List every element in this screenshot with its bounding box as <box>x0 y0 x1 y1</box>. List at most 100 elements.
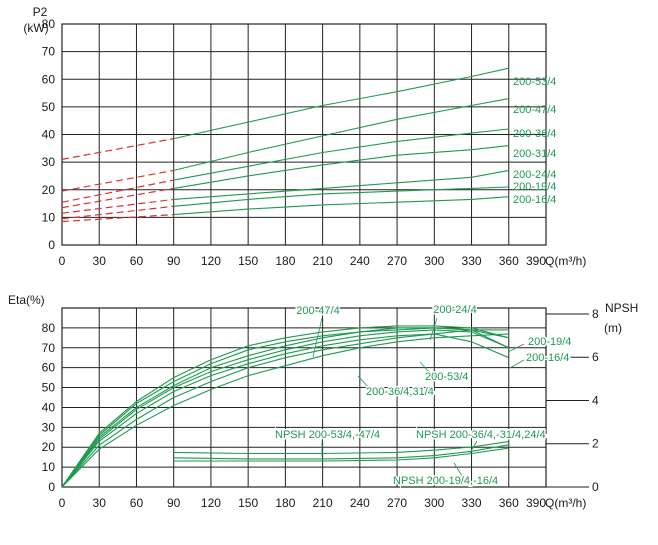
label-leader <box>419 361 431 374</box>
x-tick-label: 240 <box>350 254 370 268</box>
plot-frame <box>61 23 547 246</box>
dashed-curve-200-47/4 <box>61 169 174 192</box>
dashed-curve-200-19/4 <box>61 205 174 220</box>
x-tick-label: 0 <box>59 496 66 510</box>
y-tick-label: 20 <box>42 183 56 197</box>
x-tick-label: 30 <box>93 254 107 268</box>
power-curve-200-19/4 <box>173 186 509 207</box>
y-tick-label: 10 <box>42 460 56 474</box>
label-leader <box>312 317 323 358</box>
dashed-curve-200-53/4 <box>61 138 174 160</box>
eta-curve-4 <box>61 329 510 488</box>
curve-label-200-53/4: 200-53/4 <box>513 76 556 88</box>
x-tick-label: 240 <box>350 496 370 510</box>
x-tick-label: 360 <box>499 254 519 268</box>
npsh-curve-3 <box>173 447 509 462</box>
y-tick-label: 0 <box>48 238 55 252</box>
y-axis-title: Eta(%) <box>8 293 45 307</box>
plot-frame <box>61 307 547 488</box>
x-tick-label: 30 <box>93 496 107 510</box>
y-tick-label: 30 <box>42 155 56 169</box>
curve-label-200-19/4: 200-19/4 <box>513 181 556 193</box>
y-tick-label: 10 <box>42 210 56 224</box>
curve-label-200-31/4: 200-31/4 <box>513 148 556 160</box>
y-tick-label: 60 <box>42 361 56 375</box>
label-leader <box>357 375 371 390</box>
y-tick-label: 40 <box>42 400 56 414</box>
power-curve-200-31/4 <box>173 145 509 189</box>
dashed-curve-200-16/4 <box>61 214 174 223</box>
y2-axis-title: NPSH <box>605 301 638 315</box>
x-tick-label: 60 <box>130 254 144 268</box>
eta-curve-3 <box>61 327 510 488</box>
x-tick-label: 120 <box>201 496 221 510</box>
x-tick-label: 300 <box>424 254 444 268</box>
dashed-curve-200-24/4 <box>61 198 174 214</box>
x-tick-label: 150 <box>238 496 258 510</box>
x-tick-label: 270 <box>387 254 407 268</box>
y-tick-label: 80 <box>42 321 56 335</box>
x-tick-label: 330 <box>462 496 482 510</box>
label-leader <box>429 317 438 341</box>
y2-tick-label: 4 <box>592 393 599 407</box>
power-chart: 0 10 20 30 40 50 60 70 80 0 30 60 90 120 150 180 210 240 2… <box>23 5 586 268</box>
y2-tick-label: 0 <box>592 480 599 494</box>
curve-label-1: 200-47/4 <box>296 305 339 317</box>
y-axis-title: P2 <box>33 5 48 19</box>
x-tick-label: 360 <box>499 496 519 510</box>
curve-label-200-16/4: 200-16/4 <box>513 194 556 206</box>
power-curve-200-16/4 <box>173 196 509 216</box>
curve-label-5: 200-53/4 <box>425 371 468 383</box>
curve-label-200-24/4: 200-24/4 <box>513 169 556 181</box>
x-tick-label: 120 <box>201 254 221 268</box>
x-tick-label: 180 <box>275 254 295 268</box>
y-tick-label: 30 <box>42 420 56 434</box>
y-tick-label: 50 <box>42 381 56 395</box>
npsh-curve-1 <box>173 441 509 455</box>
y-tick-label: 0 <box>48 480 55 494</box>
curve-label-4: 200-16/4 <box>526 352 569 364</box>
power-curve-200-24/4 <box>173 169 509 200</box>
power-curve-200-47/4 <box>173 98 509 171</box>
label-leader <box>507 343 525 353</box>
y-tick-label: 20 <box>42 440 56 454</box>
y-tick-label: 60 <box>42 72 56 86</box>
x-tick-label: 90 <box>167 496 181 510</box>
curve-label-2: 200-24/4 <box>433 304 476 316</box>
curve-label-8: NPSH 200-36/4,-31/4,24/4 <box>416 429 546 441</box>
x-tick-label: 330 <box>462 254 482 268</box>
curve-label-9: NPSH 200-19/4,-16/4 <box>393 475 498 487</box>
power-curve-200-53/4 <box>173 67 509 140</box>
y-tick-label: 70 <box>42 341 56 355</box>
y2-tick-label: 2 <box>592 437 599 451</box>
y-axis-unit: (kW) <box>23 21 48 35</box>
x-tick-label: 180 <box>275 496 295 510</box>
x-tick-label: 270 <box>387 496 407 510</box>
x-tick-label: 60 <box>130 496 144 510</box>
curve-label-200-47/4: 200-47/4 <box>513 104 556 116</box>
y-tick-label: 80 <box>42 17 56 31</box>
dashed-curve-200-36/4 <box>61 179 174 203</box>
eta-curve-6 <box>61 329 509 488</box>
npsh-curve-2 <box>173 444 509 460</box>
x-tick-label: 390 <box>526 254 546 268</box>
power-curve-200-36/4 <box>173 128 509 181</box>
y-tick-label: 50 <box>42 100 56 114</box>
x-tick-label: 0 <box>59 254 66 268</box>
curve-label-7: NPSH 200-53/4,-47/4 <box>275 429 380 441</box>
x-axis-title: Q(m³/h) <box>545 496 586 510</box>
dashed-curve-200-31/4 <box>61 187 174 209</box>
x-tick-label: 210 <box>313 496 333 510</box>
label-leader <box>469 440 478 454</box>
x-tick-label: 150 <box>238 254 258 268</box>
y2-tick-label: 8 <box>592 307 599 321</box>
x-tick-label: 90 <box>167 254 181 268</box>
eta-curve-7 <box>61 333 509 488</box>
y-tick-label: 70 <box>42 45 56 59</box>
x-tick-label: 300 <box>424 496 444 510</box>
curve-label-200-36/4: 200-36/4 <box>513 128 556 140</box>
y2-axis-unit: (m) <box>604 321 622 335</box>
